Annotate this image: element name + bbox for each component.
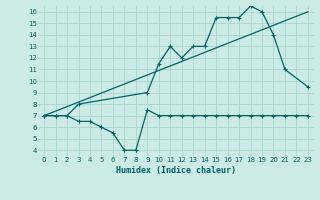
X-axis label: Humidex (Indice chaleur): Humidex (Indice chaleur) [116, 166, 236, 175]
